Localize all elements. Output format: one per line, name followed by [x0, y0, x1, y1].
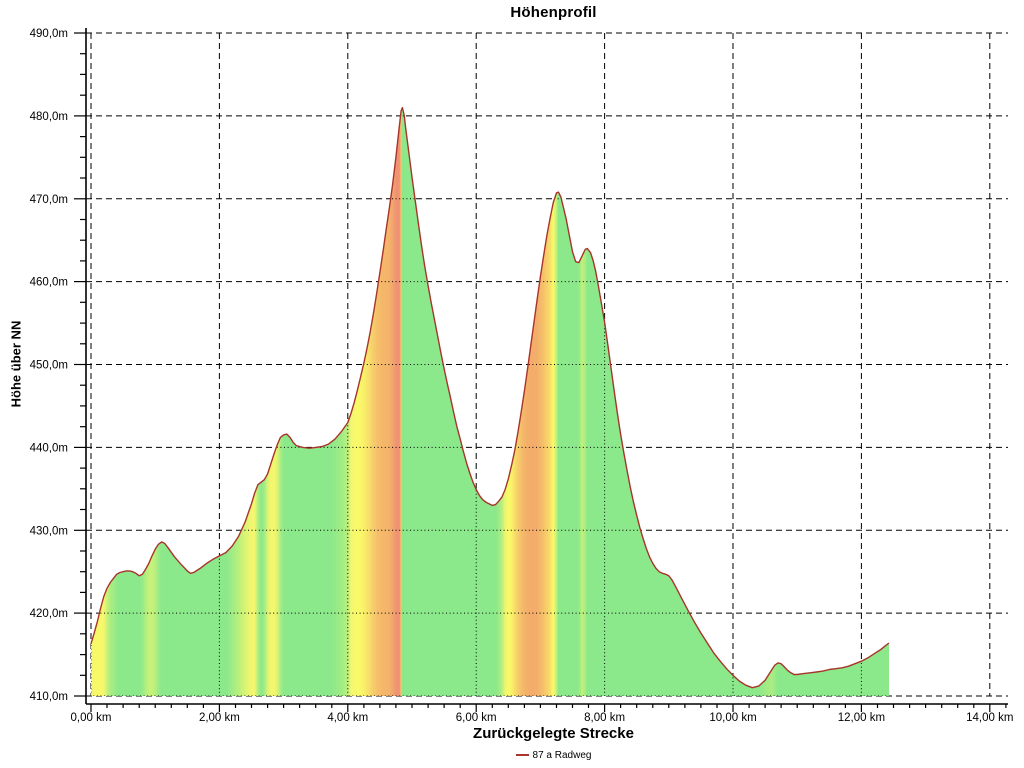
y-tick-label: 480,0m	[30, 111, 68, 123]
legend-series-label: 87 a Radweg	[532, 750, 592, 761]
elevation-area	[91, 107, 889, 697]
y-tick-label: 430,0m	[30, 525, 68, 537]
x-tick-label: 12,00 km	[838, 712, 885, 724]
legend: 87 a Radweg	[86, 750, 1021, 761]
y-tick-label: 410,0m	[30, 691, 68, 703]
y-tick-label: 420,0m	[30, 608, 68, 620]
x-tick-label: 10,00 km	[709, 712, 756, 724]
x-tick-label: 14,00 km	[966, 712, 1013, 724]
y-tick-label: 460,0m	[30, 277, 68, 289]
x-tick-label: 8,00 km	[584, 712, 625, 724]
y-tick-label: 440,0m	[30, 442, 68, 454]
y-tick-label: 470,0m	[30, 194, 68, 206]
y-tick-label: 450,0m	[30, 360, 68, 372]
legend-line-marker	[515, 753, 529, 756]
x-tick-label: 2,00 km	[199, 712, 240, 724]
x-tick-label: 0,00 km	[71, 712, 112, 724]
y-tick-label: 490,0m	[30, 28, 68, 40]
x-tick-label: 4,00 km	[327, 712, 368, 724]
x-tick-label: 6,00 km	[456, 712, 497, 724]
elevation-line	[90, 106, 890, 689]
x-axis-title: Zurückgelegte Strecke	[473, 725, 634, 742]
chart-title: Höhenprofil	[510, 4, 597, 21]
